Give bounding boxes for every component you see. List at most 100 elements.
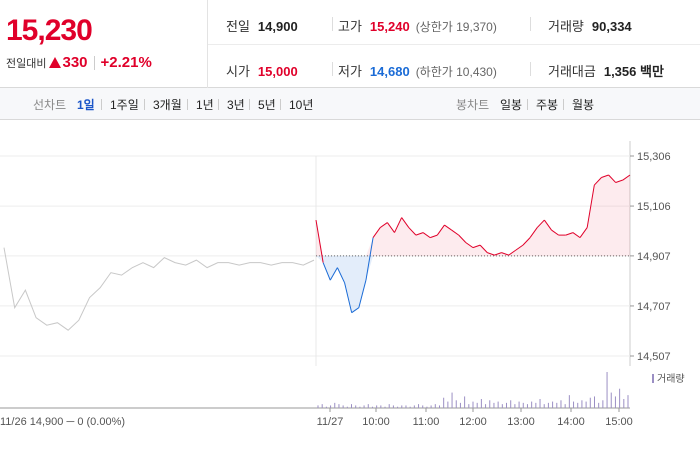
- today-series-segment: [501, 252, 509, 256]
- today-series-segment: [386, 222, 395, 233]
- volume-legend-swatch: [652, 374, 654, 383]
- quote-header: 15,230 전일대비 330 +2.21% 전일 14,900 고가 15,2…: [0, 0, 700, 88]
- period-5y-button[interactable]: 5년: [258, 98, 276, 112]
- price-change: 전일대비 330 +2.21%: [6, 54, 152, 71]
- today-series-segment: [365, 237, 374, 281]
- today-series-segment: [608, 174, 617, 183]
- x-tick-label: 14:00: [557, 416, 585, 428]
- divider: [249, 99, 250, 110]
- x-tick-label: 11/27: [317, 416, 344, 428]
- today-series-segment: [494, 252, 502, 256]
- current-price-box: 15,230 전일대비 330 +2.21%: [0, 0, 208, 88]
- divider: [101, 99, 102, 110]
- weekly-candle-button[interactable]: 주봉: [536, 98, 559, 112]
- today-series-segment: [436, 224, 445, 236]
- daily-candle-button[interactable]: 일봉: [500, 98, 523, 112]
- stat-value: 1,356 백만: [603, 64, 664, 79]
- down-area-fill: [316, 255, 630, 313]
- stat-label: 전일: [226, 19, 250, 34]
- period-1d-button[interactable]: 1일: [77, 98, 95, 112]
- price-chart[interactable]: 15,306 15,106 14,907 14,707 14,507 거래량 11/26 1…: [0, 121, 700, 450]
- today-series-segment: [379, 222, 388, 228]
- today-series-segment: [351, 307, 360, 314]
- y-tick-label: 15,306: [637, 151, 671, 163]
- divider: [563, 99, 564, 110]
- divider: [530, 17, 531, 31]
- stat-value: 15,000: [257, 64, 298, 79]
- today-series-segment: [415, 232, 424, 236]
- x-tick-label: 13:00: [507, 416, 535, 428]
- stat-label: 고가: [338, 19, 362, 34]
- change-amount: 330: [62, 54, 88, 71]
- divider: [208, 44, 700, 45]
- stat-low: 저가 14,680 (하한가 10,430): [338, 61, 497, 80]
- stat-open: 시가 15,000: [226, 61, 298, 80]
- divider: [530, 62, 531, 76]
- up-triangle-icon: [49, 57, 62, 68]
- prev-day-series-line: [3, 247, 315, 331]
- period-3y-button[interactable]: 3년: [227, 98, 245, 112]
- today-series-segment: [336, 267, 345, 283]
- stat-turnover: 거래대금 1,356 백만: [548, 61, 664, 80]
- lower-limit: (하한가 10,430): [415, 65, 497, 79]
- today-series-segment: [451, 229, 460, 236]
- divider: [144, 99, 145, 110]
- today-series-segment: [508, 249, 517, 256]
- today-series-segment: [472, 244, 481, 249]
- change-percent: +2.21%: [100, 54, 152, 71]
- period-1y-button[interactable]: 1년: [196, 98, 214, 112]
- divider: [218, 99, 219, 110]
- today-series-segment: [551, 229, 559, 236]
- period-1w-button[interactable]: 1주일: [110, 98, 139, 112]
- x-tick-label: 15:00: [605, 416, 633, 428]
- today-series-segment: [543, 219, 552, 231]
- stat-label: 거래대금: [548, 64, 596, 79]
- today-series-segment: [601, 174, 609, 178]
- today-series-segment: [322, 262, 331, 281]
- today-series-segment: [487, 252, 495, 256]
- line-chart-label: 선차트: [33, 98, 67, 112]
- divider: [332, 62, 333, 76]
- period-3m-button[interactable]: 3개월: [153, 98, 182, 112]
- today-series-segment: [458, 234, 467, 243]
- y-tick-label: 14,707: [637, 301, 671, 313]
- today-series-segment: [344, 282, 353, 313]
- price-chart-svg: 15,306 15,106 14,907 14,707 14,507 거래량 11/26 1…: [0, 141, 685, 428]
- stat-volume: 거래량 90,334: [548, 16, 632, 35]
- today-series-segment: [401, 217, 410, 228]
- today-series-segment: [593, 177, 602, 186]
- divider: [332, 17, 333, 31]
- y-tick-label: 14,907: [637, 251, 671, 263]
- prev-day-label: 11/26 14,900 ─ 0 (0.00%): [0, 416, 125, 428]
- upper-limit: (상한가 19,370): [415, 20, 497, 34]
- today-series-segment: [529, 227, 538, 238]
- y-tick-label: 14,507: [637, 351, 671, 363]
- stat-value: 14,680: [369, 64, 410, 79]
- divider: [280, 99, 281, 110]
- stat-label: 저가: [338, 64, 362, 79]
- today-series-segment: [329, 267, 338, 281]
- stat-high: 고가 15,240 (상한가 19,370): [338, 16, 497, 35]
- chart-toolbar: 선차트 1일 1주일 3개월 1년 3년 5년 10년 봉차트 일봉 주봉 월봉: [0, 88, 700, 120]
- stat-prev-close: 전일 14,900: [226, 16, 298, 35]
- y-tick-label: 15,106: [637, 201, 671, 213]
- today-series-segment: [358, 280, 367, 308]
- today-series-segment: [465, 242, 474, 249]
- monthly-candle-button[interactable]: 월봉: [572, 98, 595, 112]
- stat-value: 14,900: [257, 19, 298, 34]
- x-tick-label: 12:00: [459, 416, 487, 428]
- candle-chart-label: 봉차트: [456, 98, 490, 112]
- divider: [527, 99, 528, 110]
- today-series-segment: [536, 219, 545, 228]
- today-series-segment: [422, 232, 431, 239]
- x-tick-label: 11:00: [413, 416, 440, 428]
- period-10y-button[interactable]: 10년: [289, 98, 314, 112]
- today-series-segment: [372, 227, 381, 238]
- volume-legend-label: 거래량: [657, 373, 685, 385]
- stat-label: 거래량: [548, 19, 584, 34]
- today-series-segment: [315, 219, 324, 263]
- divider: [187, 99, 188, 110]
- today-series-segment: [586, 184, 595, 228]
- today-series-segment: [479, 244, 488, 253]
- today-series-segment: [615, 179, 624, 184]
